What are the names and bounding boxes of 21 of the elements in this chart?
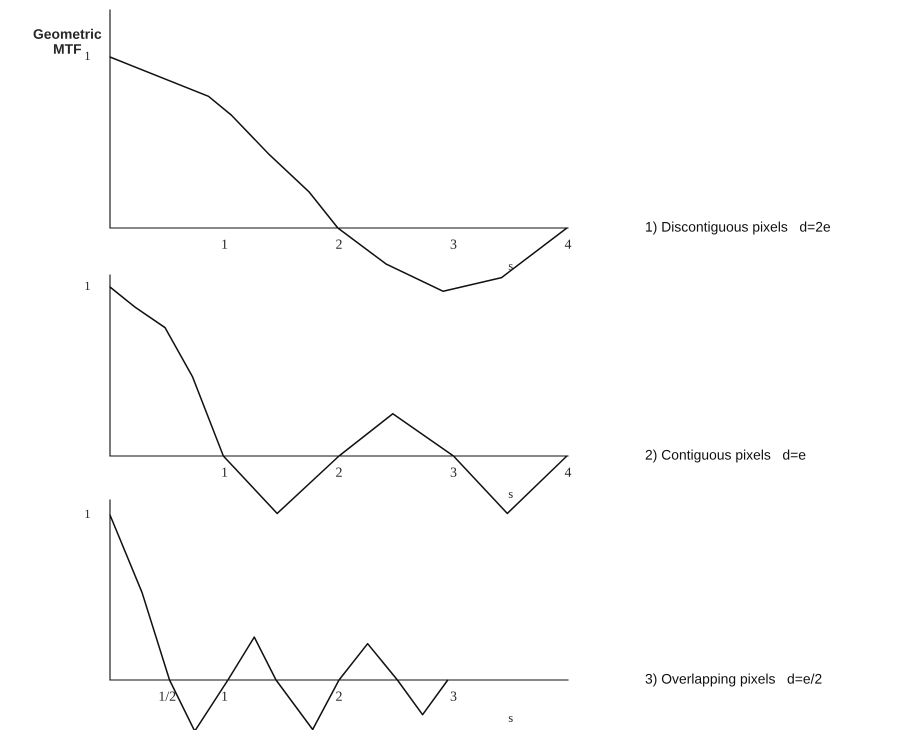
x-tick-label: 3	[450, 692, 456, 701]
text: 1	[85, 52, 90, 60]
text: 3) Overlapping pixels d=e/2	[646, 674, 822, 686]
x-tick-label: 1	[222, 692, 228, 701]
x-tick-label: 1/2	[160, 692, 176, 701]
text: 1	[85, 282, 90, 290]
x-axis-title: s	[508, 264, 513, 270]
x-axis-title: s	[508, 716, 513, 722]
x-tick-label: 3	[450, 468, 456, 477]
x-tick-label: 1	[222, 468, 228, 477]
text: 2) Contiguous pixels d=e	[646, 450, 806, 462]
text: 1	[85, 510, 90, 518]
x-tick-label: 4	[564, 240, 572, 249]
x-axis-title: s	[508, 492, 513, 498]
text: 1) Discontiguous pixels d=2e	[646, 222, 830, 234]
x-tick-label: 2	[336, 692, 342, 701]
x-tick-label: 3	[450, 240, 456, 249]
x-tick-label: 2	[336, 468, 342, 477]
x-tick-label: 4	[564, 468, 572, 477]
x-tick-label: 1	[222, 240, 228, 249]
x-tick-label: 2	[336, 240, 342, 249]
